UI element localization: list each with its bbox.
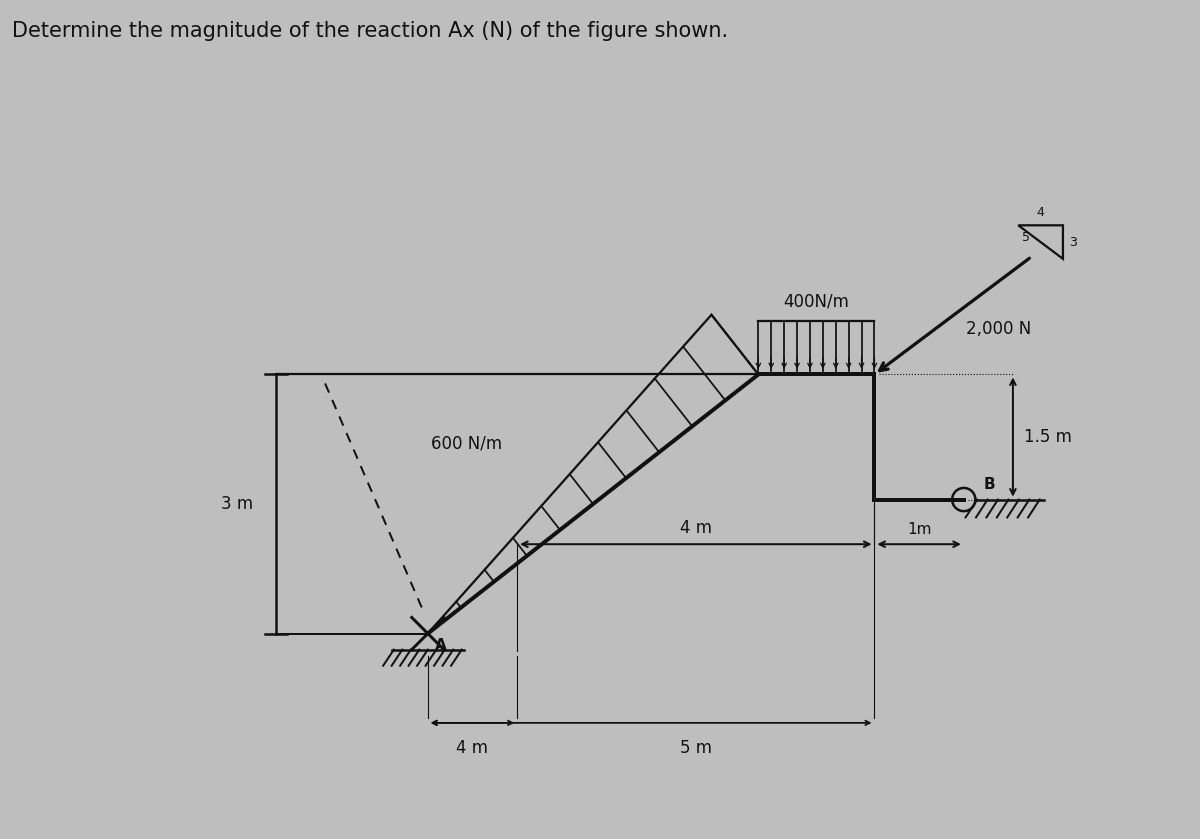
Text: 3: 3 xyxy=(1069,236,1078,248)
Text: 5: 5 xyxy=(1022,231,1030,244)
Text: 2,000 N: 2,000 N xyxy=(966,320,1032,338)
Text: 4: 4 xyxy=(1037,206,1044,219)
Text: 1m: 1m xyxy=(907,522,931,537)
Text: 3 m: 3 m xyxy=(222,495,253,513)
Text: 1.5 m: 1.5 m xyxy=(1024,428,1072,446)
Text: 4 m: 4 m xyxy=(679,519,712,537)
Text: 4 m: 4 m xyxy=(456,739,488,757)
Text: 600 N/m: 600 N/m xyxy=(431,434,503,452)
Text: A: A xyxy=(434,638,446,653)
Text: Determine the magnitude of the reaction Ax (N) of the figure shown.: Determine the magnitude of the reaction … xyxy=(12,21,728,41)
Text: B: B xyxy=(984,477,995,492)
Text: 5 m: 5 m xyxy=(679,739,712,757)
Text: 400N/m: 400N/m xyxy=(784,292,850,310)
